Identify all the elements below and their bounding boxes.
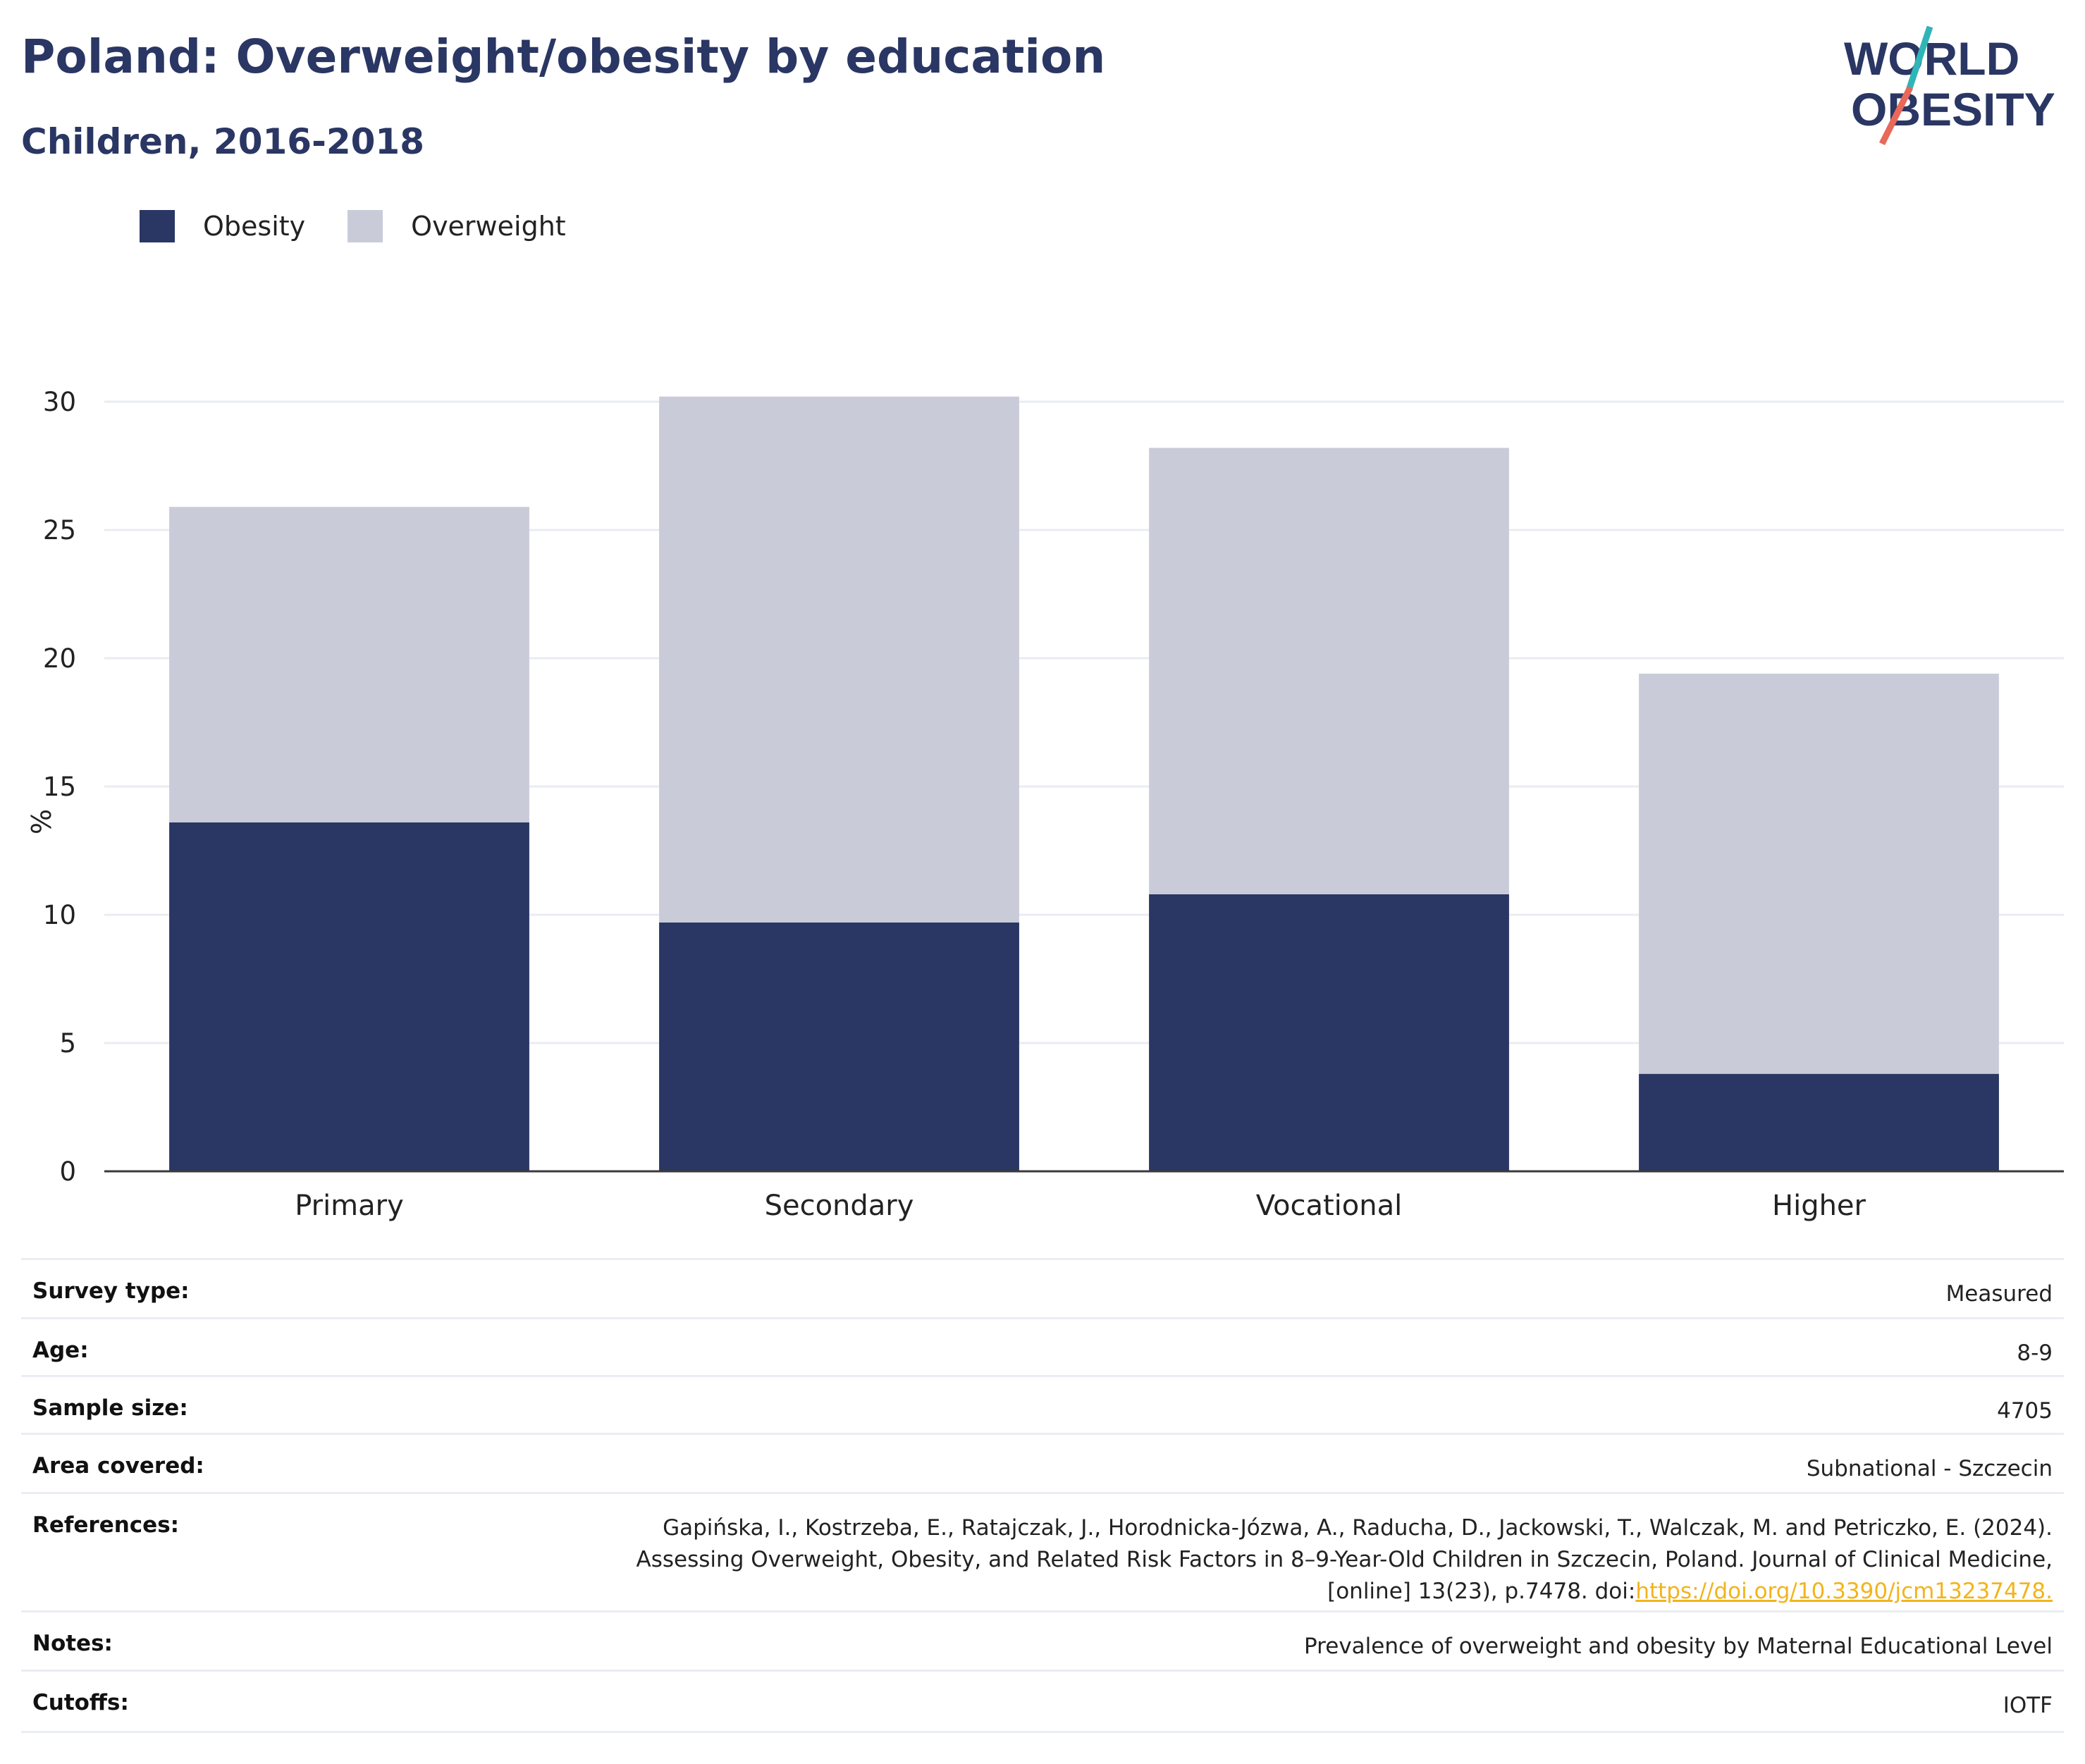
- info-value: Prevalence of overweight and obesity by …: [1304, 1634, 2053, 1659]
- info-row: Area covered: Subnational - Szczecin: [21, 1433, 2064, 1492]
- info-label: Survey type:: [32, 1278, 190, 1304]
- info-row: Sample size: 4705: [21, 1375, 2064, 1433]
- y-tick-label: 25: [43, 515, 76, 545]
- doi-link[interactable]: https://doi.org/10.3390/jcm13237478.: [1635, 1579, 2053, 1604]
- info-label: Area covered:: [32, 1453, 204, 1479]
- x-tick-label: Higher: [1772, 1190, 1866, 1222]
- survey-info-table: Survey type: Measured Age: 8-9 Sample size: 4…: [21, 1258, 2064, 1733]
- bar-overweight-higher: [1639, 673, 1999, 1074]
- info-value: Gapińska, I., Kostrzeba, E., Ratajczak, …: [636, 1512, 2053, 1608]
- info-label: Sample size:: [32, 1395, 188, 1421]
- info-row: Notes: Prevalence of overweight and obesi…: [21, 1610, 2064, 1670]
- reference-line: [online] 13(23), p.7478. doi:https://doi…: [1327, 1579, 2053, 1604]
- bar-overweight-vocational: [1149, 448, 1509, 894]
- logo-slash-coral: [1878, 85, 1914, 146]
- stacked-bar-chart: 0 5 10 15 20 25 30% Primary Secondary Vocational H…: [26, 387, 2064, 1222]
- world-obesity-logo: WORLD OBESITY: [1844, 25, 2055, 146]
- info-label: References:: [32, 1512, 180, 1538]
- info-value: 8-9: [2017, 1340, 2053, 1366]
- info-label: Notes:: [32, 1631, 113, 1656]
- info-row: References: Gapińska, I., Kostrzeba, E., …: [21, 1492, 2064, 1610]
- info-value: IOTF: [2003, 1693, 2053, 1718]
- y-tick-label: 15: [43, 772, 76, 802]
- bar-overweight-secondary: [659, 396, 1019, 923]
- y-tick-label: 0: [59, 1157, 76, 1187]
- info-label: Age:: [32, 1338, 89, 1363]
- chart-legend: Obesity Overweight: [140, 210, 608, 242]
- y-tick-label: 20: [43, 643, 76, 674]
- y-tick-label: 10: [43, 900, 76, 930]
- info-value: Measured: [1945, 1281, 2053, 1307]
- chart-title: Poland: Overweight/obesity by education: [21, 30, 1106, 84]
- info-row: Survey type: Measured: [21, 1258, 2064, 1317]
- legend-label-overweight: Overweight: [411, 211, 566, 242]
- legend-label-obesity: Obesity: [203, 211, 306, 242]
- x-tick-label: Vocational: [1256, 1190, 1402, 1222]
- y-tick-label: 30: [43, 387, 76, 417]
- bar-obesity-vocational: [1149, 894, 1509, 1171]
- info-value: 4705: [1997, 1398, 2053, 1424]
- info-label: Cutoffs:: [32, 1690, 129, 1715]
- logo-slash-teal: [1905, 25, 1933, 92]
- info-row: Age: 8-9: [21, 1317, 2064, 1375]
- bar-obesity-primary: [169, 822, 529, 1171]
- logo-line-1: WORLD: [1844, 32, 2019, 85]
- y-tick-label: 5: [59, 1028, 76, 1059]
- x-tick-label: Primary: [295, 1190, 404, 1222]
- chart-subtitle: Children, 2016-2018: [21, 121, 424, 162]
- reference-line: Assessing Overweight, Obesity, and Relat…: [636, 1547, 2053, 1572]
- logo-line-2: OBESITY: [1851, 83, 2055, 135]
- y-axis-label: %: [26, 809, 57, 834]
- x-tick-label: Secondary: [765, 1190, 914, 1222]
- info-value: Subnational - Szczecin: [1806, 1456, 2053, 1481]
- legend-swatch-obesity: [140, 210, 175, 242]
- reference-line: Gapińska, I., Kostrzeba, E., Ratajczak, …: [663, 1515, 2053, 1541]
- bar-obesity-higher: [1639, 1073, 1999, 1171]
- legend-swatch-overweight: [348, 210, 383, 242]
- legend-item-overweight[interactable]: Overweight: [348, 210, 566, 242]
- legend-item-obesity[interactable]: Obesity: [140, 210, 305, 242]
- info-row: Cutoffs: IOTF: [21, 1670, 2064, 1733]
- bar-obesity-secondary: [659, 922, 1019, 1171]
- bar-overweight-primary: [169, 507, 529, 822]
